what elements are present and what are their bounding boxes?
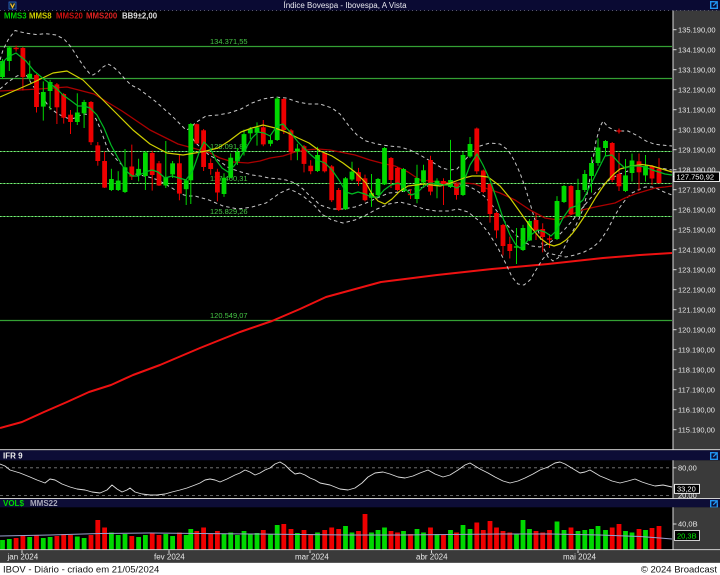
svg-text:133.190,00: 133.190,00 [678, 65, 716, 74]
svg-text:MMS200: MMS200 [86, 12, 118, 21]
svg-text:MMS3: MMS3 [4, 12, 27, 21]
svg-text:127.750,92: 127.750,92 [677, 173, 715, 182]
svg-text:© 2024 Broadcast: © 2024 Broadcast [641, 564, 718, 575]
svg-text:abr 2024: abr 2024 [416, 553, 448, 562]
svg-text:127.460,31: 127.460,31 [210, 174, 248, 183]
svg-text:115.190,00: 115.190,00 [678, 425, 715, 434]
svg-text:122.190,00: 122.190,00 [678, 285, 716, 294]
svg-text:IBOV - Diário - criado em 21/0: IBOV - Diário - criado em 21/05/2024 [3, 564, 159, 575]
svg-text:IFR 9: IFR 9 [3, 451, 23, 460]
svg-text:134.371,55: 134.371,55 [210, 37, 248, 46]
svg-text:130.190,00: 130.190,00 [678, 125, 716, 134]
svg-text:124.190,00: 124.190,00 [678, 245, 716, 254]
svg-text:128.190,00: 128.190,00 [678, 165, 716, 174]
svg-text:125.829,26: 125.829,26 [210, 207, 248, 216]
svg-text:125.190,00: 125.190,00 [678, 225, 716, 234]
svg-text:120.190,00: 120.190,00 [678, 325, 716, 334]
svg-text:117.190,00: 117.190,00 [678, 385, 715, 394]
svg-text:20,3B: 20,3B [677, 532, 697, 541]
svg-text:129.091,85: 129.091,85 [210, 142, 248, 151]
svg-text:131.190,00: 131.190,00 [678, 105, 716, 114]
svg-text:127.190,00: 127.190,00 [678, 185, 716, 194]
svg-text:80,00: 80,00 [678, 464, 697, 473]
svg-text:BB9±2,00: BB9±2,00 [122, 12, 158, 21]
svg-text:40,0B: 40,0B [678, 520, 698, 529]
svg-text:116.190,00: 116.190,00 [678, 405, 715, 414]
svg-text:MMS8: MMS8 [29, 12, 52, 21]
svg-text:mar 2024: mar 2024 [295, 553, 329, 562]
svg-text:135.190,00: 135.190,00 [678, 25, 716, 34]
svg-text:118.190,00: 118.190,00 [678, 365, 715, 374]
svg-text:121.190,00: 121.190,00 [678, 305, 716, 314]
svg-text:119.190,00: 119.190,00 [678, 345, 715, 354]
svg-text:134.190,00: 134.190,00 [678, 45, 716, 54]
svg-text:jan 2024: jan 2024 [7, 553, 39, 562]
svg-text:MMS22: MMS22 [30, 499, 58, 508]
svg-text:MMS20: MMS20 [56, 12, 84, 21]
svg-text:VOL$: VOL$ [3, 499, 24, 508]
svg-text:132.190,00: 132.190,00 [678, 85, 716, 94]
svg-text:33,20: 33,20 [677, 485, 696, 494]
svg-text:fev 2024: fev 2024 [154, 553, 185, 562]
svg-text:20,00: 20,00 [678, 491, 697, 500]
svg-text:129.190,00: 129.190,00 [678, 145, 716, 154]
svg-text:126.190,00: 126.190,00 [678, 205, 716, 214]
svg-text:mai 2024: mai 2024 [563, 553, 596, 562]
svg-text:Índice Bovespa - Ibovespa, A V: Índice Bovespa - Ibovespa, A Vista [283, 1, 407, 10]
svg-text:123.190,00: 123.190,00 [678, 265, 716, 274]
svg-text:120.549,07: 120.549,07 [210, 311, 248, 320]
